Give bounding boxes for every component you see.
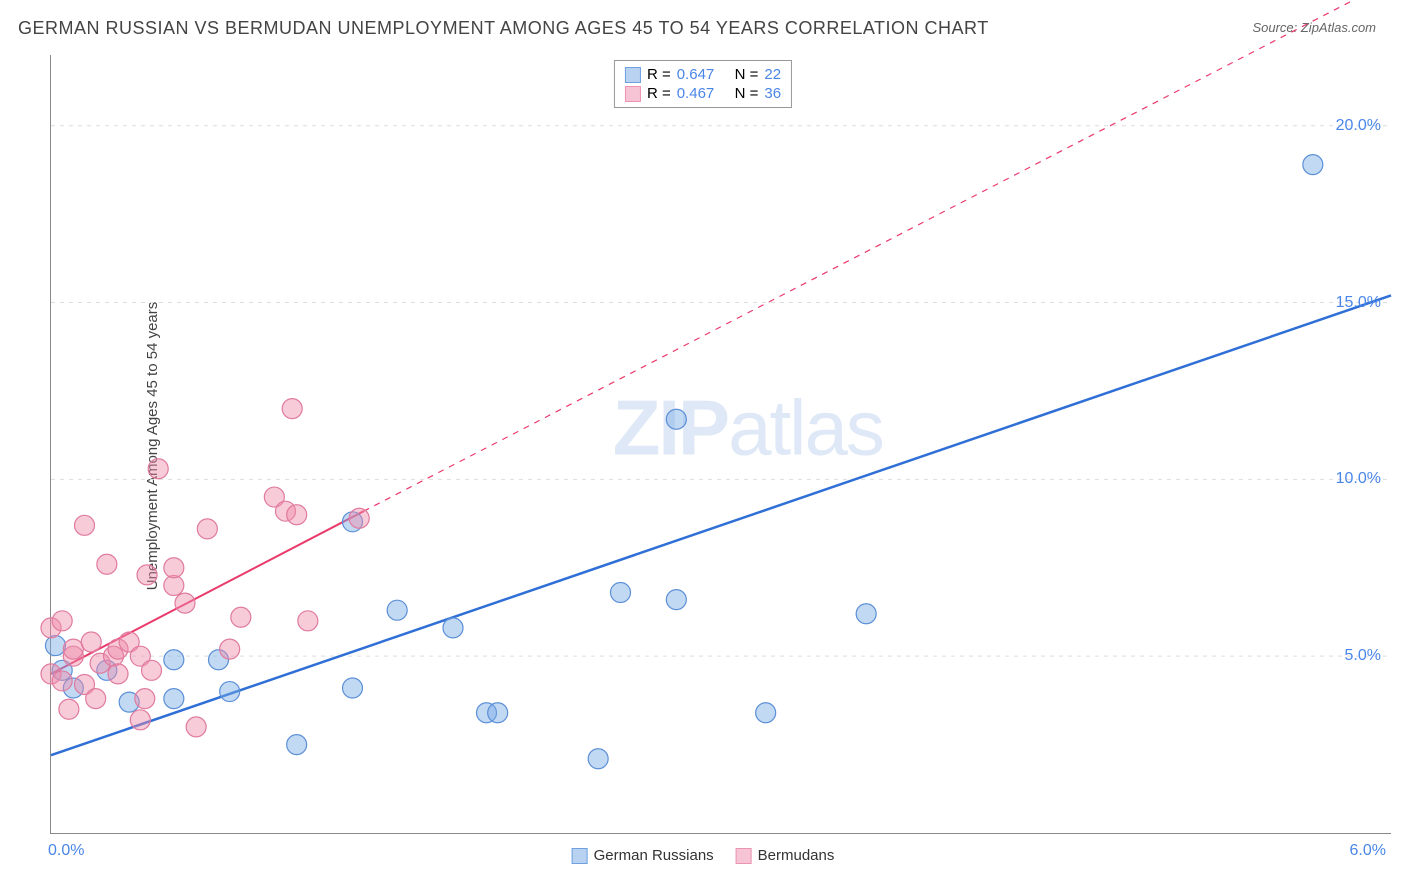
stat-label-R: R = bbox=[647, 85, 671, 102]
stat-N-series1: 22 bbox=[764, 66, 781, 83]
chart-plot-area: ZIPatlas 5.0%10.0%15.0%20.0% bbox=[50, 55, 1391, 834]
stat-R-series2: 0.467 bbox=[677, 85, 715, 102]
stat-R-series1: 0.647 bbox=[677, 66, 715, 83]
y-tick-label: 5.0% bbox=[1345, 647, 1381, 665]
legend-label-series1: German Russians bbox=[594, 847, 714, 864]
swatch-series2 bbox=[736, 848, 752, 864]
correlation-stats-box: R = 0.647 N = 22 R = 0.467 N = 36 bbox=[614, 60, 792, 108]
y-tick-label: 10.0% bbox=[1336, 470, 1381, 488]
stat-label-N: N = bbox=[735, 85, 759, 102]
stats-row: R = 0.467 N = 36 bbox=[625, 84, 781, 103]
x-tick-label: 6.0% bbox=[1350, 842, 1386, 860]
y-tick-label: 20.0% bbox=[1336, 117, 1381, 135]
chart-title: GERMAN RUSSIAN VS BERMUDAN UNEMPLOYMENT … bbox=[18, 18, 989, 39]
swatch-series2 bbox=[625, 86, 641, 102]
legend-item: German Russians bbox=[572, 847, 714, 864]
y-tick-label: 15.0% bbox=[1336, 294, 1381, 312]
stat-N-series2: 36 bbox=[764, 85, 781, 102]
scatter-svg bbox=[51, 55, 1391, 833]
x-tick-label: 0.0% bbox=[48, 842, 84, 860]
source-attribution: Source: ZipAtlas.com bbox=[1252, 20, 1376, 35]
stats-row: R = 0.647 N = 22 bbox=[625, 65, 781, 84]
legend-label-series2: Bermudans bbox=[758, 847, 835, 864]
stat-label-R: R = bbox=[647, 66, 671, 83]
swatch-series1 bbox=[572, 848, 588, 864]
swatch-series1 bbox=[625, 67, 641, 83]
legend-item: Bermudans bbox=[736, 847, 835, 864]
legend: German Russians Bermudans bbox=[572, 847, 835, 864]
stat-label-N: N = bbox=[735, 66, 759, 83]
